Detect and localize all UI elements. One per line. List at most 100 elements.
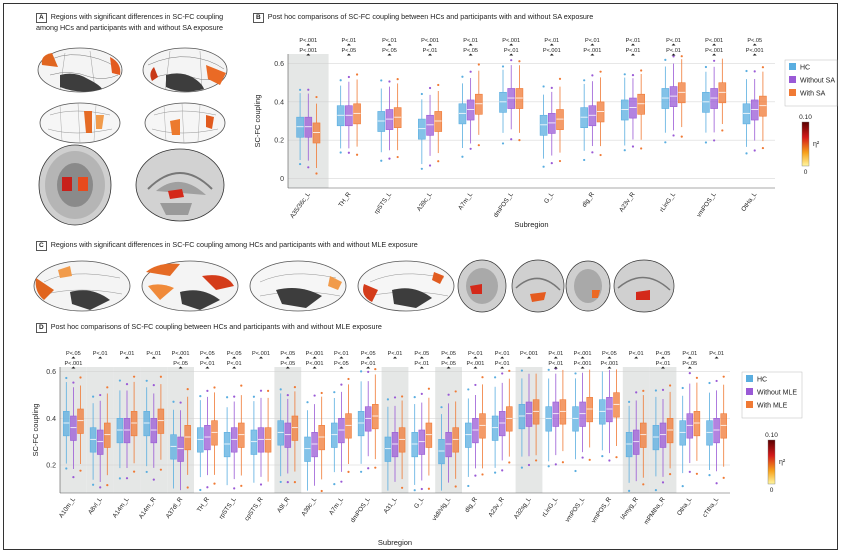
outlier-point [623,73,626,76]
brain-c-sagittal-2 [613,259,675,313]
box-d-15-2 [479,413,486,439]
box-b-7-1 [588,105,597,127]
x-tick-label: cTtha_L [701,496,720,519]
outlier-point [688,372,691,375]
box-d-22-2 [666,418,674,444]
outlier-point [501,372,504,375]
significance-marker [752,43,757,46]
box-d-9-2 [318,425,325,451]
y-tick-label: 0 [280,176,284,183]
box-d-19-0 [572,406,579,432]
significance-marker [205,356,210,359]
outlier-point [668,384,672,387]
significance-marker [661,356,665,359]
box-d-14-1 [445,432,452,458]
box-d-10-1 [338,418,345,444]
outlier-point [642,483,645,486]
outlier-point [654,389,658,392]
outlier-point [601,455,604,458]
significance-label: P<.01 [361,361,376,367]
significance-label: P<.01 [682,351,697,357]
outlier-point [240,384,243,387]
outlier-point [65,376,68,380]
outlier-point [599,70,602,73]
outlier-point [400,395,404,398]
x-tick-label: A31_L [382,496,398,515]
outlier-point [635,391,638,394]
outlier-point [132,375,136,378]
x-tick-label: vmPOS_L [696,191,718,219]
outlier-point [339,79,342,82]
chart-b: 0 0.2 0.4 0.6 SC-FC coupling Subregion A35/36c… [253,38,838,229]
significance-label: P<.05 [656,351,671,357]
box-d-2-2 [130,411,138,437]
outlier-point [534,459,538,462]
panel-b-title: B Post hoc comparisons of SC-FC coupling … [253,12,773,23]
box-d-3-2 [157,408,165,434]
significance-label: P<.001 [172,351,190,357]
x-tick-label: cpSTS_R [243,496,264,522]
outlier-point [721,129,724,132]
x-tick-label: A14m_R [138,496,158,520]
significance-marker [346,43,351,46]
significance-marker [468,43,473,46]
significance-label: P<.01 [666,38,681,44]
outlier-point [307,88,310,91]
box-d-1-1 [96,429,104,455]
outlier-point [668,473,672,476]
box-d-17-1 [525,401,533,427]
outlier-point [360,470,363,473]
outlier-point [722,375,725,378]
box-d-16-0 [491,415,499,441]
significance-label: P<.01 [656,361,671,367]
significance-marker [553,366,558,369]
outlier-point [474,383,477,387]
outlier-point [518,139,521,142]
outlier-point [715,482,718,485]
outlier-point [654,488,658,492]
panel-d-label: D [36,323,47,333]
brain-lateral-right [142,47,228,93]
significance-marker [687,366,692,369]
x-tick-label: A39c_L [416,191,434,213]
outlier-point [199,395,202,398]
brain-lateral-left [37,47,123,93]
box-b-5-0 [499,91,507,113]
box-d-1-0 [89,427,97,453]
outlier-point [547,368,550,371]
significance-label: P<.01 [544,38,559,44]
outlier-point [608,459,611,462]
box-d-6-2 [238,422,245,448]
significance-label: P<.001 [583,48,601,54]
outlier-point [355,153,359,156]
y-tick-label: 0.6 [274,61,284,68]
box-d-6-0 [223,432,231,458]
box-b-3-1 [426,114,434,136]
x-tick-label: A39c_L [300,496,318,518]
panel-a-title-text: Regions with significant differences in … [36,12,224,32]
brain-axial-slice [38,144,112,226]
outlier-point [333,483,336,486]
significance-marker [607,366,612,369]
outlier-point [680,135,683,138]
significance-label: P<.05 [361,351,376,357]
box-b-0-0 [296,116,304,138]
significance-label: P<.001 [252,351,270,357]
outlier-point [106,484,109,487]
outlier-point [420,392,423,395]
box-d-14-2 [452,427,459,453]
x-tick-label: A8vl_L [87,496,104,516]
significance-marker [468,53,473,56]
outlier-point [527,463,531,467]
box-d-3-0 [143,411,150,437]
box-b-9-1 [669,86,678,107]
panel-c-title-text: Regions with significant differences in … [50,240,418,249]
box-b-3-2 [434,111,443,132]
outlier-point [474,474,477,477]
x-tick-label: A9l_R [276,496,292,514]
box-b-11-2 [759,95,767,117]
x-tick-label: vmPOS_R [590,496,613,525]
box-b-4-2 [475,93,483,115]
colorbar-min-label: 0 [804,169,808,176]
colorbar-max-label: 0.10 [799,114,812,121]
